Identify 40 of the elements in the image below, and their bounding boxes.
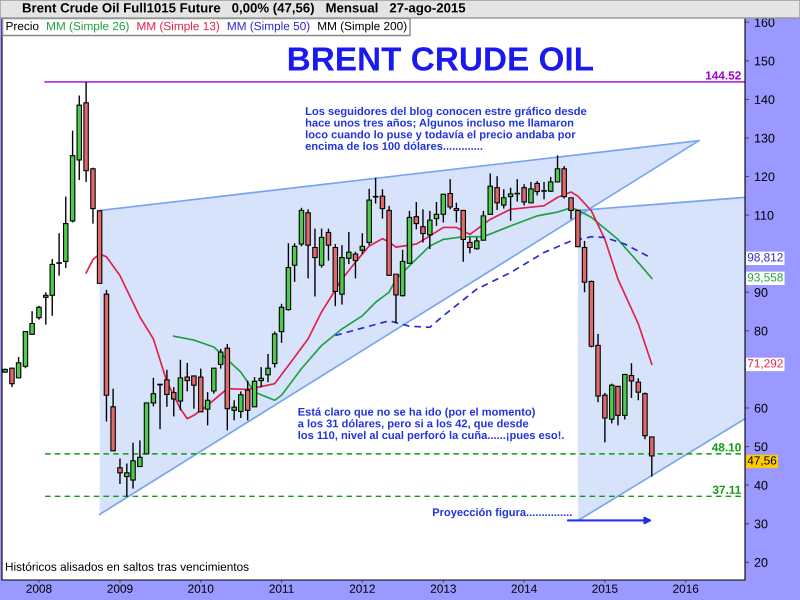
y-tick-label: 80	[754, 326, 768, 336]
x-tick-label: 2013	[430, 584, 456, 593]
x-tick-label: 2009	[107, 584, 133, 593]
ref-line-label: 37.11	[712, 486, 741, 494]
chart-subtitle: Brent Crude Oil Full1015 Future 0,00% (47,56) Mensual 27-ago-2015	[22, 2, 466, 16]
y-tick-label: 110	[754, 210, 774, 220]
y-tick-label: 40	[754, 480, 768, 490]
y-tick-label: 140	[754, 95, 774, 104]
y-tick-label: 160	[754, 18, 774, 27]
y-tick-label: 120	[754, 172, 774, 182]
ref-line-label: 144.52	[706, 71, 741, 80]
text: 71,292	[748, 359, 783, 369]
annotation: Históricos alisados en saltos tras vencimientos	[6, 562, 249, 571]
x-tick-label: 2011	[269, 584, 294, 593]
ref-line-label: 48.10	[712, 443, 741, 452]
text: MM (Simple 26)	[47, 22, 129, 33]
annotation: Los seguidores del blog conocen estre gráfico desde hace unos tres años; Algunos incluso me llamaron loco cuando lo puse y todavía el precio andaba por encima de los 100 dólares.............	[306, 106, 586, 150]
y-tick-label: 20	[754, 558, 768, 567]
x-tick-label: 2016	[673, 584, 698, 593]
y-tick-label: 50	[754, 442, 768, 452]
legend-label: MM (Simple 200)	[318, 22, 406, 33]
text: MM (Simple 13)	[137, 22, 220, 33]
x-tick-label: 2008	[26, 584, 52, 593]
text: BRENT CRUDE OIL	[288, 47, 594, 71]
x-tick-label: 2012	[350, 584, 375, 593]
y-tick-label: 150	[754, 56, 774, 66]
x-tick-label: 2014	[512, 584, 537, 593]
text: Precio	[6, 22, 39, 30]
y-tick-label: 90	[754, 288, 768, 297]
text: 98,812	[748, 253, 783, 263]
text: 47,56	[748, 456, 776, 466]
y-tick-label: 130	[754, 134, 774, 143]
x-tick-label: 2010	[188, 584, 214, 593]
text: MM (Simple 50)	[228, 22, 310, 33]
y-tick-label: 60	[754, 404, 768, 413]
y-tick-label: 30	[754, 519, 768, 528]
text: 93,558	[748, 273, 783, 283]
x-tick-label: 2015	[592, 584, 618, 593]
annotation: Está claro que no se ha ido (por el momento) a los 31 dólares, pero si a los 42, que desde los 110, nivel al cual perforó la cuña......¡pues eso!.	[298, 407, 564, 442]
annotation: Proyección figura...............	[432, 508, 572, 518]
